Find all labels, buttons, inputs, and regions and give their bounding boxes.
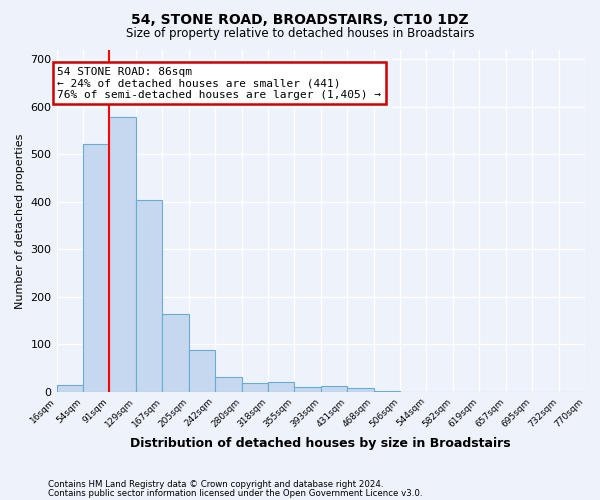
X-axis label: Distribution of detached houses by size in Broadstairs: Distribution of detached houses by size … [130, 437, 511, 450]
Bar [162, 314, 188, 392]
Text: 54, STONE ROAD, BROADSTAIRS, CT10 1DZ: 54, STONE ROAD, BROADSTAIRS, CT10 1DZ [131, 12, 469, 26]
Bar [109, 118, 136, 392]
Text: 54 STONE ROAD: 86sqm
← 24% of detached houses are smaller (441)
76% of semi-deta: 54 STONE ROAD: 86sqm ← 24% of detached h… [57, 66, 381, 100]
Bar [188, 350, 215, 392]
Text: Size of property relative to detached houses in Broadstairs: Size of property relative to detached ho… [126, 28, 474, 40]
Bar [242, 383, 268, 392]
Text: Contains HM Land Registry data © Crown copyright and database right 2024.: Contains HM Land Registry data © Crown c… [48, 480, 383, 489]
Text: Contains public sector information licensed under the Open Government Licence v3: Contains public sector information licen… [48, 488, 422, 498]
Bar [215, 376, 242, 392]
Bar [268, 382, 295, 392]
Bar [347, 388, 374, 392]
Bar [374, 391, 400, 392]
Bar [83, 144, 109, 392]
Bar [295, 388, 321, 392]
Y-axis label: Number of detached properties: Number of detached properties [15, 133, 25, 308]
Bar [321, 386, 347, 392]
Bar [136, 200, 162, 392]
Bar [56, 385, 83, 392]
